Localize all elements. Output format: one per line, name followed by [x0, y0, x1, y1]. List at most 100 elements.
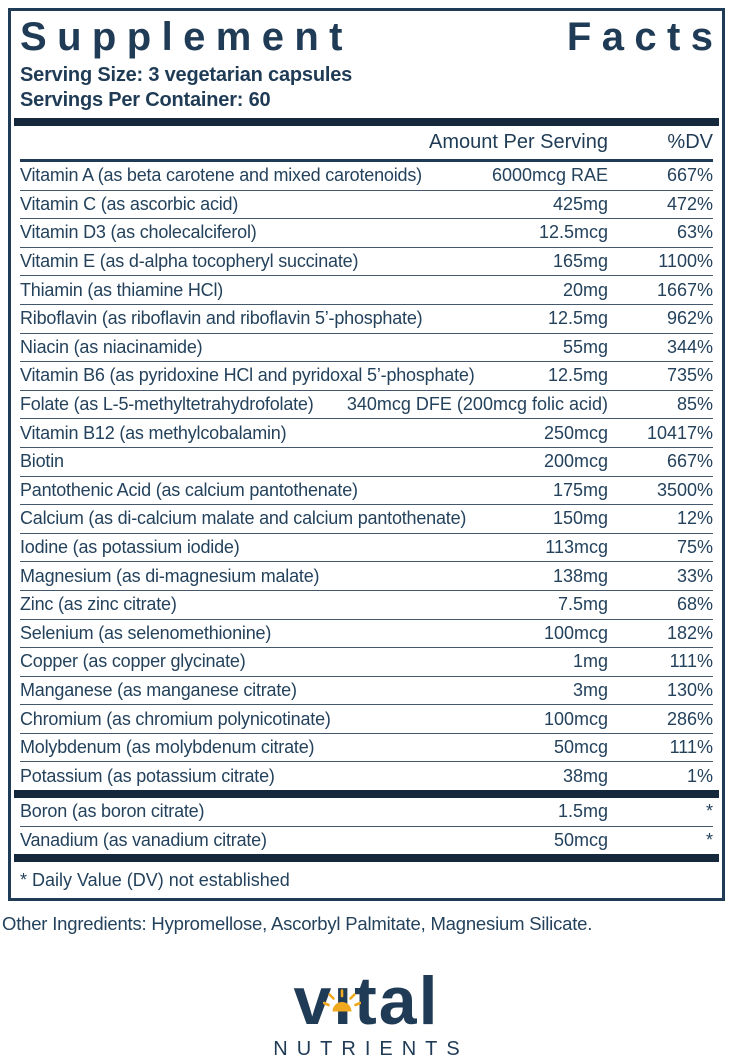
- amount-per-serving-header: Amount Per Serving: [429, 131, 608, 153]
- nutrient-name: Vitamin A (as beta carotene and mixed ca…: [20, 165, 422, 186]
- footnote: * Daily Value (DV) not established: [20, 869, 290, 890]
- nutrient-amount: 12.5mg: [547, 365, 608, 386]
- nutrient-name: Copper (as copper glycinate): [20, 651, 246, 672]
- nutrient-row: Vitamin B12 (as methylcobalamin) 250mcg 10…: [20, 419, 713, 448]
- nutrient-dv: 1%: [686, 765, 713, 786]
- nutrient-amount: 1mg: [572, 651, 608, 672]
- nutrient-amount: 12.5mcg: [538, 222, 608, 243]
- nutrient-dv: 472%: [666, 193, 713, 214]
- nutrient-name: Folate (as L-5-methyltetrahydrofolate): [20, 394, 314, 415]
- nutrient-name: Potassium (as potassium citrate): [20, 765, 275, 786]
- nutrient-dv: 286%: [666, 708, 713, 729]
- nutrient-dv: 344%: [666, 336, 713, 357]
- nutrient-table: Vitamin A (as beta carotene and mixed ca…: [20, 162, 713, 790]
- nutrient-amount: 6000mcg RAE: [491, 165, 608, 186]
- nutrient-name: Riboflavin (as riboflavin and riboflavin…: [20, 308, 423, 329]
- nutrient-amount: 340mcg DFE (200mcg folic acid): [346, 394, 608, 415]
- nutrient-row: Biotin 200mcg 667%: [20, 448, 713, 477]
- nutrient-dv: 33%: [676, 565, 713, 586]
- nutrient-name: Iodine (as potassium iodide): [20, 537, 240, 558]
- nutrient-row: Potassium (as potassium citrate) 38mg 1%: [20, 762, 713, 790]
- brand-name: vıtal: [293, 967, 439, 1035]
- nutrient-amount: 20mg: [562, 279, 608, 300]
- nutrient-dv: 75%: [676, 537, 713, 558]
- other-ingredients: Other Ingredients: Hypromellose, Ascorby…: [2, 913, 593, 935]
- nutrient-row: Pantothenic Acid (as calcium pantothenat…: [20, 477, 713, 506]
- nutrient-name: Niacin (as niacinamide): [20, 336, 203, 357]
- brand-logo: vıtal NUTRIENTS: [0, 967, 733, 1061]
- column-headers: Amount Per Serving %DV: [20, 126, 713, 162]
- nutrient-name: Manganese (as manganese citrate): [20, 679, 297, 700]
- nutrient-dv: 1100%: [658, 251, 713, 272]
- nutrient-name: Thiamin (as thiamine HCl): [20, 279, 224, 300]
- nutrient-row: Folate (as L-5-methyltetrahydrofolate) 34…: [20, 391, 713, 420]
- nutrient-name: Chromium (as chromium polynicotinate): [20, 708, 331, 729]
- divider-bar-bottom: [14, 854, 719, 863]
- sun-icon: [323, 958, 362, 1026]
- supplement-facts-panel: Supplement Facts Serving Size: 3 vegetar…: [8, 8, 725, 902]
- servings-per-container: Servings Per Container: 60: [20, 89, 271, 111]
- nutrient-row: Iodine (as potassium iodide) 113mcg 75%: [20, 534, 713, 563]
- divider-bar-top: [14, 118, 719, 126]
- nutrient-row: Boron (as boron citrate) 1.5mg *: [20, 798, 713, 827]
- brand-subtext: NUTRIENTS: [273, 1038, 469, 1061]
- divider-bar-middle: [14, 790, 719, 799]
- nutrient-name: Vitamin B12 (as methylcobalamin): [20, 422, 287, 443]
- nutrient-amount: 425mg: [552, 193, 608, 214]
- nutrient-dv: *: [705, 801, 713, 822]
- nutrient-dv: 10417%: [646, 422, 713, 443]
- nutrient-amount: 165mg: [552, 251, 608, 272]
- nutrient-dv: 182%: [666, 622, 713, 643]
- nutrient-dv: 962%: [666, 308, 713, 329]
- nutrient-table-secondary: Boron (as boron citrate) 1.5mg * Vanadium (…: [20, 798, 713, 854]
- nutrient-amount: 175mg: [552, 479, 608, 500]
- nutrient-amount: 100mcg: [543, 708, 608, 729]
- nutrient-name: Molybdenum (as molybdenum citrate): [20, 737, 315, 758]
- nutrient-row: Riboflavin (as riboflavin and riboflavin…: [20, 305, 713, 334]
- nutrient-dv: 667%: [666, 451, 713, 472]
- nutrient-dv: 111%: [669, 737, 713, 758]
- nutrient-amount: 200mcg: [543, 451, 608, 472]
- nutrient-name: Vitamin C (as ascorbic acid): [20, 193, 239, 214]
- nutrient-name: Biotin: [20, 451, 64, 472]
- nutrient-dv: 85%: [676, 394, 713, 415]
- nutrient-dv: 3500%: [656, 479, 713, 500]
- nutrient-row: Calcium (as di-calcium malate and calciu…: [20, 505, 713, 534]
- nutrient-dv: 111%: [669, 651, 713, 672]
- nutrient-amount: 50mcg: [553, 829, 608, 850]
- nutrient-row: Vanadium (as vanadium citrate) 50mcg *: [20, 827, 713, 855]
- dv-header: %DV: [667, 131, 713, 153]
- serving-size: Serving Size: 3 vegetarian capsules: [20, 64, 353, 86]
- nutrient-dv: *: [705, 829, 713, 850]
- nutrient-row: Thiamin (as thiamine HCl) 20mg 1667%: [20, 276, 713, 305]
- nutrient-amount: 138mg: [552, 565, 608, 586]
- nutrient-name: Vanadium (as vanadium citrate): [20, 829, 267, 850]
- nutrient-name: Zinc (as zinc citrate): [20, 594, 177, 615]
- facts-title: Supplement Facts: [20, 13, 713, 60]
- nutrient-dv: 1667%: [656, 279, 713, 300]
- nutrient-row: Selenium (as selenomethionine) 100mcg 182%: [20, 620, 713, 649]
- nutrient-row: Magnesium (as di-magnesium malate) 138mg 3…: [20, 562, 713, 591]
- nutrient-row: Niacin (as niacinamide) 55mg 344%: [20, 334, 713, 363]
- nutrient-row: Vitamin B6 (as pyridoxine HCl and pyrido…: [20, 362, 713, 391]
- nutrient-dv: 63%: [676, 222, 713, 243]
- nutrient-name: Magnesium (as di-magnesium malate): [20, 565, 320, 586]
- nutrient-name: Selenium (as selenomethionine): [20, 622, 272, 643]
- nutrient-amount: 38mg: [562, 765, 608, 786]
- facts-title-word-2: Facts: [566, 15, 724, 59]
- nutrient-dv: 130%: [666, 679, 713, 700]
- nutrient-row: Vitamin C (as ascorbic acid) 425mg 472%: [20, 191, 713, 220]
- nutrient-name: Vitamin B6 (as pyridoxine HCl and pyrido…: [20, 365, 475, 386]
- nutrient-name: Vitamin D3 (as cholecalciferol): [20, 222, 257, 243]
- serving-info: Serving Size: 3 vegetarian capsules Serv…: [20, 63, 713, 113]
- nutrient-row: Vitamin A (as beta carotene and mixed ca…: [20, 162, 713, 191]
- nutrient-dv: 667%: [666, 165, 713, 186]
- nutrient-amount: 150mg: [552, 508, 608, 529]
- nutrient-amount: 3mg: [572, 679, 608, 700]
- nutrient-amount: 7.5mg: [557, 594, 608, 615]
- nutrient-amount: 250mcg: [543, 422, 608, 443]
- nutrient-row: Manganese (as manganese citrate) 3mg 130%: [20, 677, 713, 706]
- nutrient-dv: 735%: [666, 365, 713, 386]
- nutrient-row: Zinc (as zinc citrate) 7.5mg 68%: [20, 591, 713, 620]
- nutrient-name: Pantothenic Acid (as calcium pantothenat…: [20, 479, 358, 500]
